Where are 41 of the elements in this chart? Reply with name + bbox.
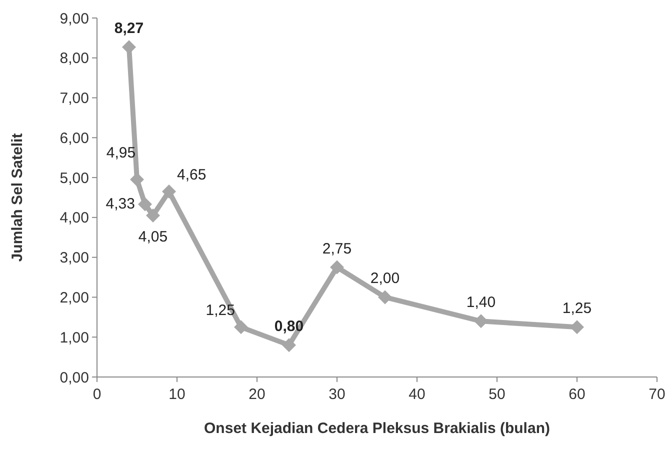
y-tick-label: 2,00 [60, 289, 89, 306]
point [138, 197, 152, 212]
y-tick-label: 1,00 [60, 329, 89, 346]
data-label: 1,25 [562, 300, 592, 318]
point [146, 208, 160, 222]
y-tick-label: 4,00 [60, 210, 89, 227]
x-tick-label: 40 [408, 386, 426, 403]
y-axis-title: Jumlah Sel Satelit [9, 133, 26, 262]
x-axis-title: Onset Kejadian Cedera Pleksus Brakialis (bulan) [204, 420, 550, 437]
data-label: 1,25 [206, 302, 235, 320]
point [330, 260, 344, 274]
data-label: 4,95 [106, 144, 136, 162]
x-tick-label: 10 [168, 386, 186, 403]
data-label: 2,00 [370, 270, 400, 288]
y-tick-label: 5,00 [60, 170, 89, 187]
y-tick-label: 0,00 [60, 369, 89, 386]
data-label: 0,80 [274, 318, 304, 336]
point [234, 320, 248, 334]
data-label: 4,33 [106, 195, 135, 212]
x-tick-label: 30 [328, 386, 346, 403]
data-label: 8,27 [114, 20, 144, 38]
x-tick-label: 50 [488, 386, 506, 403]
data-label: 1,40 [466, 294, 496, 312]
y-tick-label: 8,00 [60, 50, 89, 68]
y-tick-label: 9,00 [60, 10, 89, 28]
y-tick-label: 6,00 [60, 130, 89, 147]
data-label: 4,05 [138, 228, 168, 246]
point [474, 314, 488, 328]
y-tick-label: 7,00 [60, 90, 89, 108]
x-tick-label: 60 [568, 386, 586, 403]
x-tick-label: 0 [92, 386, 102, 403]
point [378, 290, 392, 304]
x-tick-label: 70 [648, 386, 666, 403]
point [282, 338, 296, 352]
x-tick-label: 20 [248, 386, 266, 403]
point [130, 172, 144, 187]
y-tick-label: 3,00 [60, 250, 89, 267]
data-label: 4,65 [177, 166, 206, 184]
point [162, 184, 176, 199]
data-label: 2,75 [322, 240, 352, 258]
point [570, 320, 584, 334]
